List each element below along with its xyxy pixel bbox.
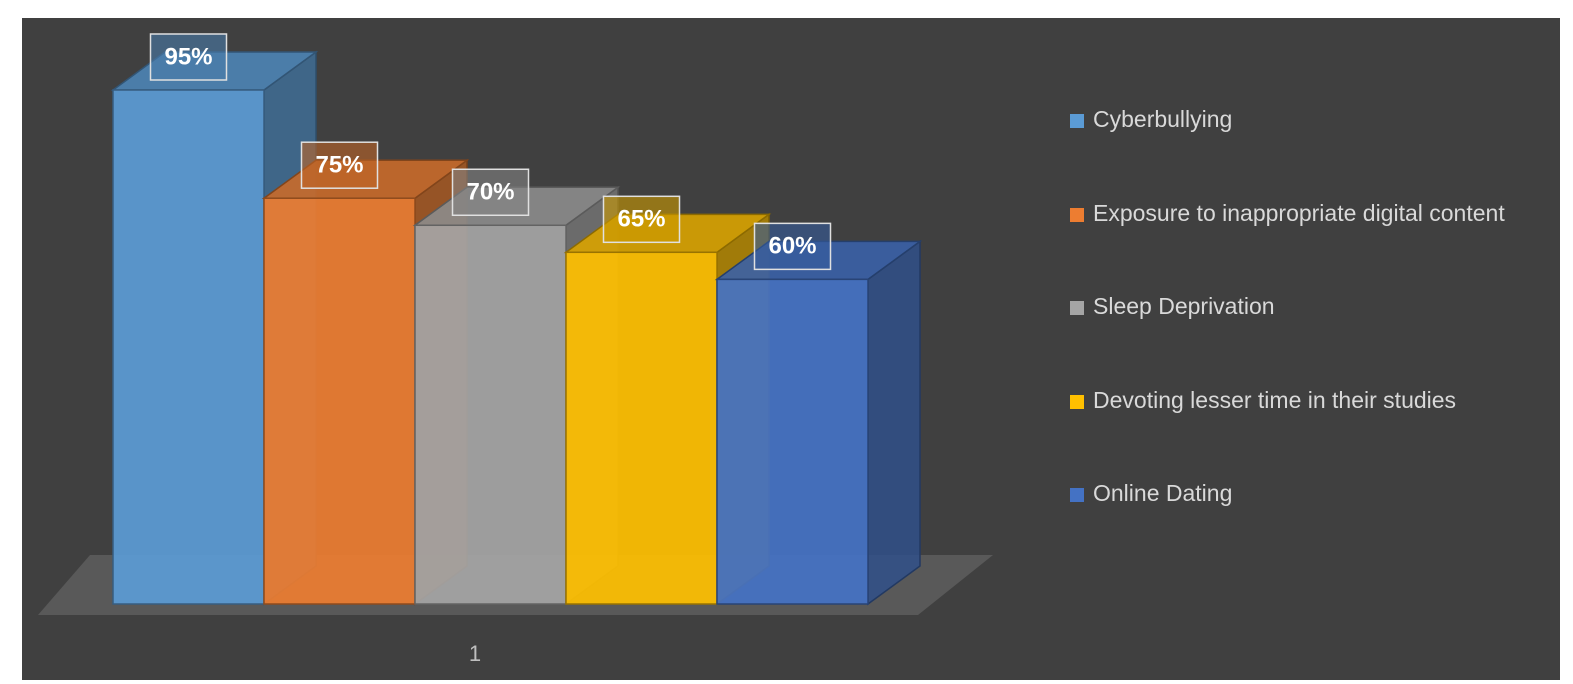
data-label: 70% — [466, 179, 514, 206]
legend-item: Sleep Deprivation — [1070, 293, 1540, 325]
data-label-box — [602, 195, 681, 244]
data-label: 60% — [768, 233, 816, 260]
data-label: 95% — [164, 43, 212, 70]
data-label-box — [300, 141, 379, 189]
legend-item: Exposure to inappropriate digital conten… — [1070, 200, 1540, 232]
legend-label: Cyberbullying — [1093, 106, 1233, 132]
legend-swatch — [1070, 301, 1084, 315]
legend-label: Exposure to inappropriate digital conten… — [1093, 200, 1505, 226]
x-tick-label: 1 — [469, 641, 481, 666]
legend-item: Devoting lesser time in their studies — [1070, 387, 1540, 419]
bar — [112, 89, 265, 605]
legend-item: Cyberbullying — [1070, 106, 1540, 138]
data-label: 65% — [617, 206, 665, 233]
bar — [414, 224, 567, 605]
legend-swatch — [1070, 395, 1084, 409]
legend-label: Sleep Deprivation — [1093, 293, 1275, 319]
data-label-box — [753, 222, 832, 271]
bar-side — [867, 239, 921, 606]
legend-swatch — [1070, 208, 1084, 222]
legend-label: Devoting lesser time in their studies — [1093, 387, 1457, 413]
legend-swatch — [1070, 488, 1084, 502]
data-label-box — [149, 33, 228, 81]
legend-swatch — [1070, 114, 1084, 128]
legend-item: Online Dating — [1070, 480, 1540, 512]
bar — [263, 197, 416, 605]
data-label: 75% — [315, 152, 363, 179]
data-label-box — [451, 168, 530, 217]
bar — [565, 251, 718, 605]
legend-label: Online Dating — [1093, 480, 1233, 506]
bar — [716, 278, 869, 605]
